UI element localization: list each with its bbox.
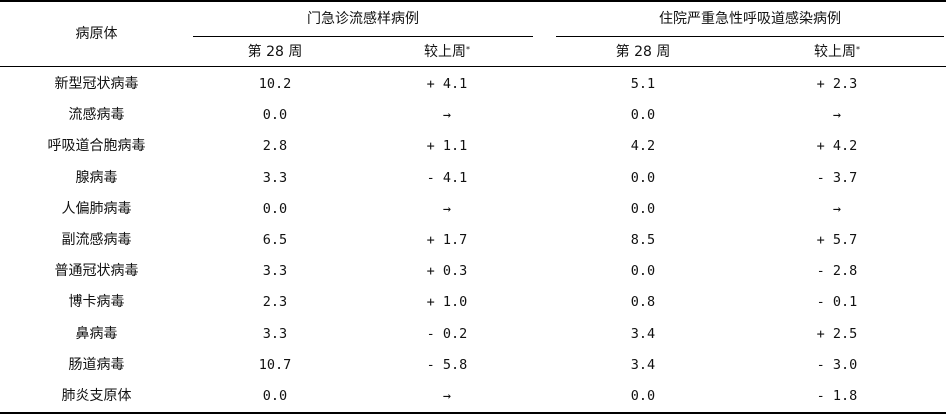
header-op-week: 第 28 周 xyxy=(247,44,303,60)
op-week-value: 10.7 xyxy=(258,356,292,373)
op-change-value: + 0.3 xyxy=(426,263,468,280)
ip-change-value: - 1.8 xyxy=(816,388,858,404)
pathogen-name: 流感病毒 xyxy=(68,107,125,124)
header-ip-vs-mark: * xyxy=(856,45,860,54)
op-week-value: 2.8 xyxy=(262,138,288,155)
op-change-value: + 4.1 xyxy=(426,76,468,92)
pathogen-name: 新型冠状病毒 xyxy=(54,76,139,92)
op-change-value: → xyxy=(442,200,452,217)
ip-week-value: 0.0 xyxy=(630,200,656,217)
ip-change-value: + 5.7 xyxy=(816,232,858,248)
op-change-value: - 0.2 xyxy=(426,325,468,342)
ip-week-value: 3.4 xyxy=(630,356,656,373)
ip-week-value: 0.0 xyxy=(630,263,656,280)
header-pathogen: 病原体 xyxy=(75,26,118,42)
bottom-rule xyxy=(0,412,946,414)
header-ip-vs: 较上周* xyxy=(787,42,887,62)
op-change-value: + 1.7 xyxy=(426,232,468,248)
header-op-vs-label: 较上周 xyxy=(424,44,466,60)
op-change-value: - 4.1 xyxy=(426,169,468,186)
op-change-value: - 5.8 xyxy=(426,356,468,373)
pathogen-name: 普通冠状病毒 xyxy=(54,263,139,280)
op-change-value: + 1.0 xyxy=(426,294,468,311)
ip-change-value: → xyxy=(832,200,842,217)
ip-week-value: 0.0 xyxy=(630,169,656,186)
header-ip-week: 第 28 周 xyxy=(615,44,671,60)
pathogen-name: 肠道病毒 xyxy=(68,356,125,373)
op-week-value: 10.2 xyxy=(258,76,292,92)
op-change-value: + 1.1 xyxy=(426,138,468,155)
group-underline-inpatient xyxy=(556,36,944,37)
header-group-outpatient: 门急诊流感样病例 xyxy=(307,11,419,27)
ip-week-value: 0.8 xyxy=(630,294,656,311)
pathogen-name: 人偏肺病毒 xyxy=(61,200,132,217)
group-underline-outpatient xyxy=(193,36,533,37)
ip-change-value: - 3.7 xyxy=(816,169,858,186)
pathogen-name: 鼻病毒 xyxy=(75,325,118,342)
ip-change-value: - 0.1 xyxy=(816,294,858,311)
op-week-value: 2.3 xyxy=(262,294,288,311)
pathogen-name: 博卡病毒 xyxy=(68,294,125,311)
pathogen-name: 肺炎支原体 xyxy=(61,388,132,404)
ip-week-value: 0.0 xyxy=(630,388,656,404)
op-week-value: 3.3 xyxy=(262,263,288,280)
header-op-vs: 较上周* xyxy=(397,42,497,62)
ip-week-value: 3.4 xyxy=(630,325,656,342)
header-op-vs-mark: * xyxy=(466,45,470,54)
ip-week-value: 8.5 xyxy=(630,232,656,248)
pathogen-name: 腺病毒 xyxy=(75,169,118,186)
pathogen-name: 呼吸道合胞病毒 xyxy=(47,138,146,155)
ip-week-value: 0.0 xyxy=(630,107,656,124)
header-bottom-rule xyxy=(0,66,946,67)
ip-change-value: + 2.5 xyxy=(816,325,858,342)
op-change-value: → xyxy=(442,107,452,124)
ip-week-value: 4.2 xyxy=(630,138,656,155)
header-group-inpatient: 住院严重急性呼吸道感染病例 xyxy=(659,11,841,27)
op-week-value: 3.3 xyxy=(262,169,288,186)
ip-change-value: + 2.3 xyxy=(816,76,858,92)
op-week-value: 3.3 xyxy=(262,325,288,342)
ip-change-value: - 3.0 xyxy=(816,356,858,373)
header-ip-vs-label: 较上周 xyxy=(814,44,856,60)
op-week-value: 0.0 xyxy=(262,200,288,217)
top-rule xyxy=(0,0,946,2)
op-week-value: 0.0 xyxy=(262,107,288,124)
ip-change-value: + 4.2 xyxy=(816,138,858,155)
op-week-value: 6.5 xyxy=(262,232,288,248)
ip-week-value: 5.1 xyxy=(630,76,656,92)
ip-change-value: - 2.8 xyxy=(816,263,858,280)
op-week-value: 0.0 xyxy=(262,388,288,404)
pathogen-name: 副流感病毒 xyxy=(61,232,132,248)
ip-change-value: → xyxy=(832,107,842,124)
op-change-value: → xyxy=(442,388,452,404)
